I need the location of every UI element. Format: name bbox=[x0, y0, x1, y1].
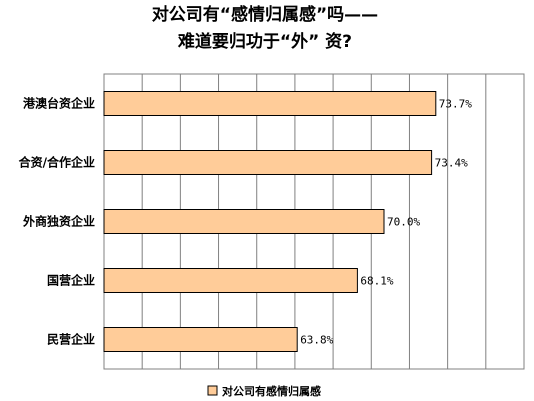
bars bbox=[103, 91, 437, 352]
category-label: 外商独资企业 bbox=[23, 214, 95, 229]
legend-label: 对公司有感情归属感 bbox=[222, 384, 321, 398]
value-label: 73.7% bbox=[439, 98, 472, 111]
value-label: 73.4% bbox=[435, 157, 468, 170]
category-label: 合资/合作企业 bbox=[19, 155, 95, 170]
legend-swatch bbox=[207, 385, 218, 396]
bar bbox=[103, 91, 437, 116]
chart-title-line-1: 对公司有“感情归属感”吗—— bbox=[152, 4, 378, 25]
legend: 对公司有感情归属感 bbox=[207, 384, 321, 398]
value-label: 63.8% bbox=[300, 334, 333, 347]
category-label: 民营企业 bbox=[47, 332, 95, 347]
bar bbox=[103, 150, 433, 175]
bar bbox=[103, 268, 358, 293]
value-label: 68.1% bbox=[360, 275, 393, 288]
chart-title-line-2: 难道要归功于“外” 资? bbox=[177, 31, 352, 52]
value-label: 70.0% bbox=[387, 216, 420, 229]
category-label: 国营企业 bbox=[47, 273, 95, 288]
gridlines bbox=[141, 74, 487, 369]
category-label: 港澳台资企业 bbox=[23, 96, 95, 111]
bar bbox=[103, 327, 298, 352]
value-labels: 73.7% 73.4% 70.0% 68.1% 63.8% bbox=[300, 98, 472, 347]
bar bbox=[103, 209, 385, 234]
